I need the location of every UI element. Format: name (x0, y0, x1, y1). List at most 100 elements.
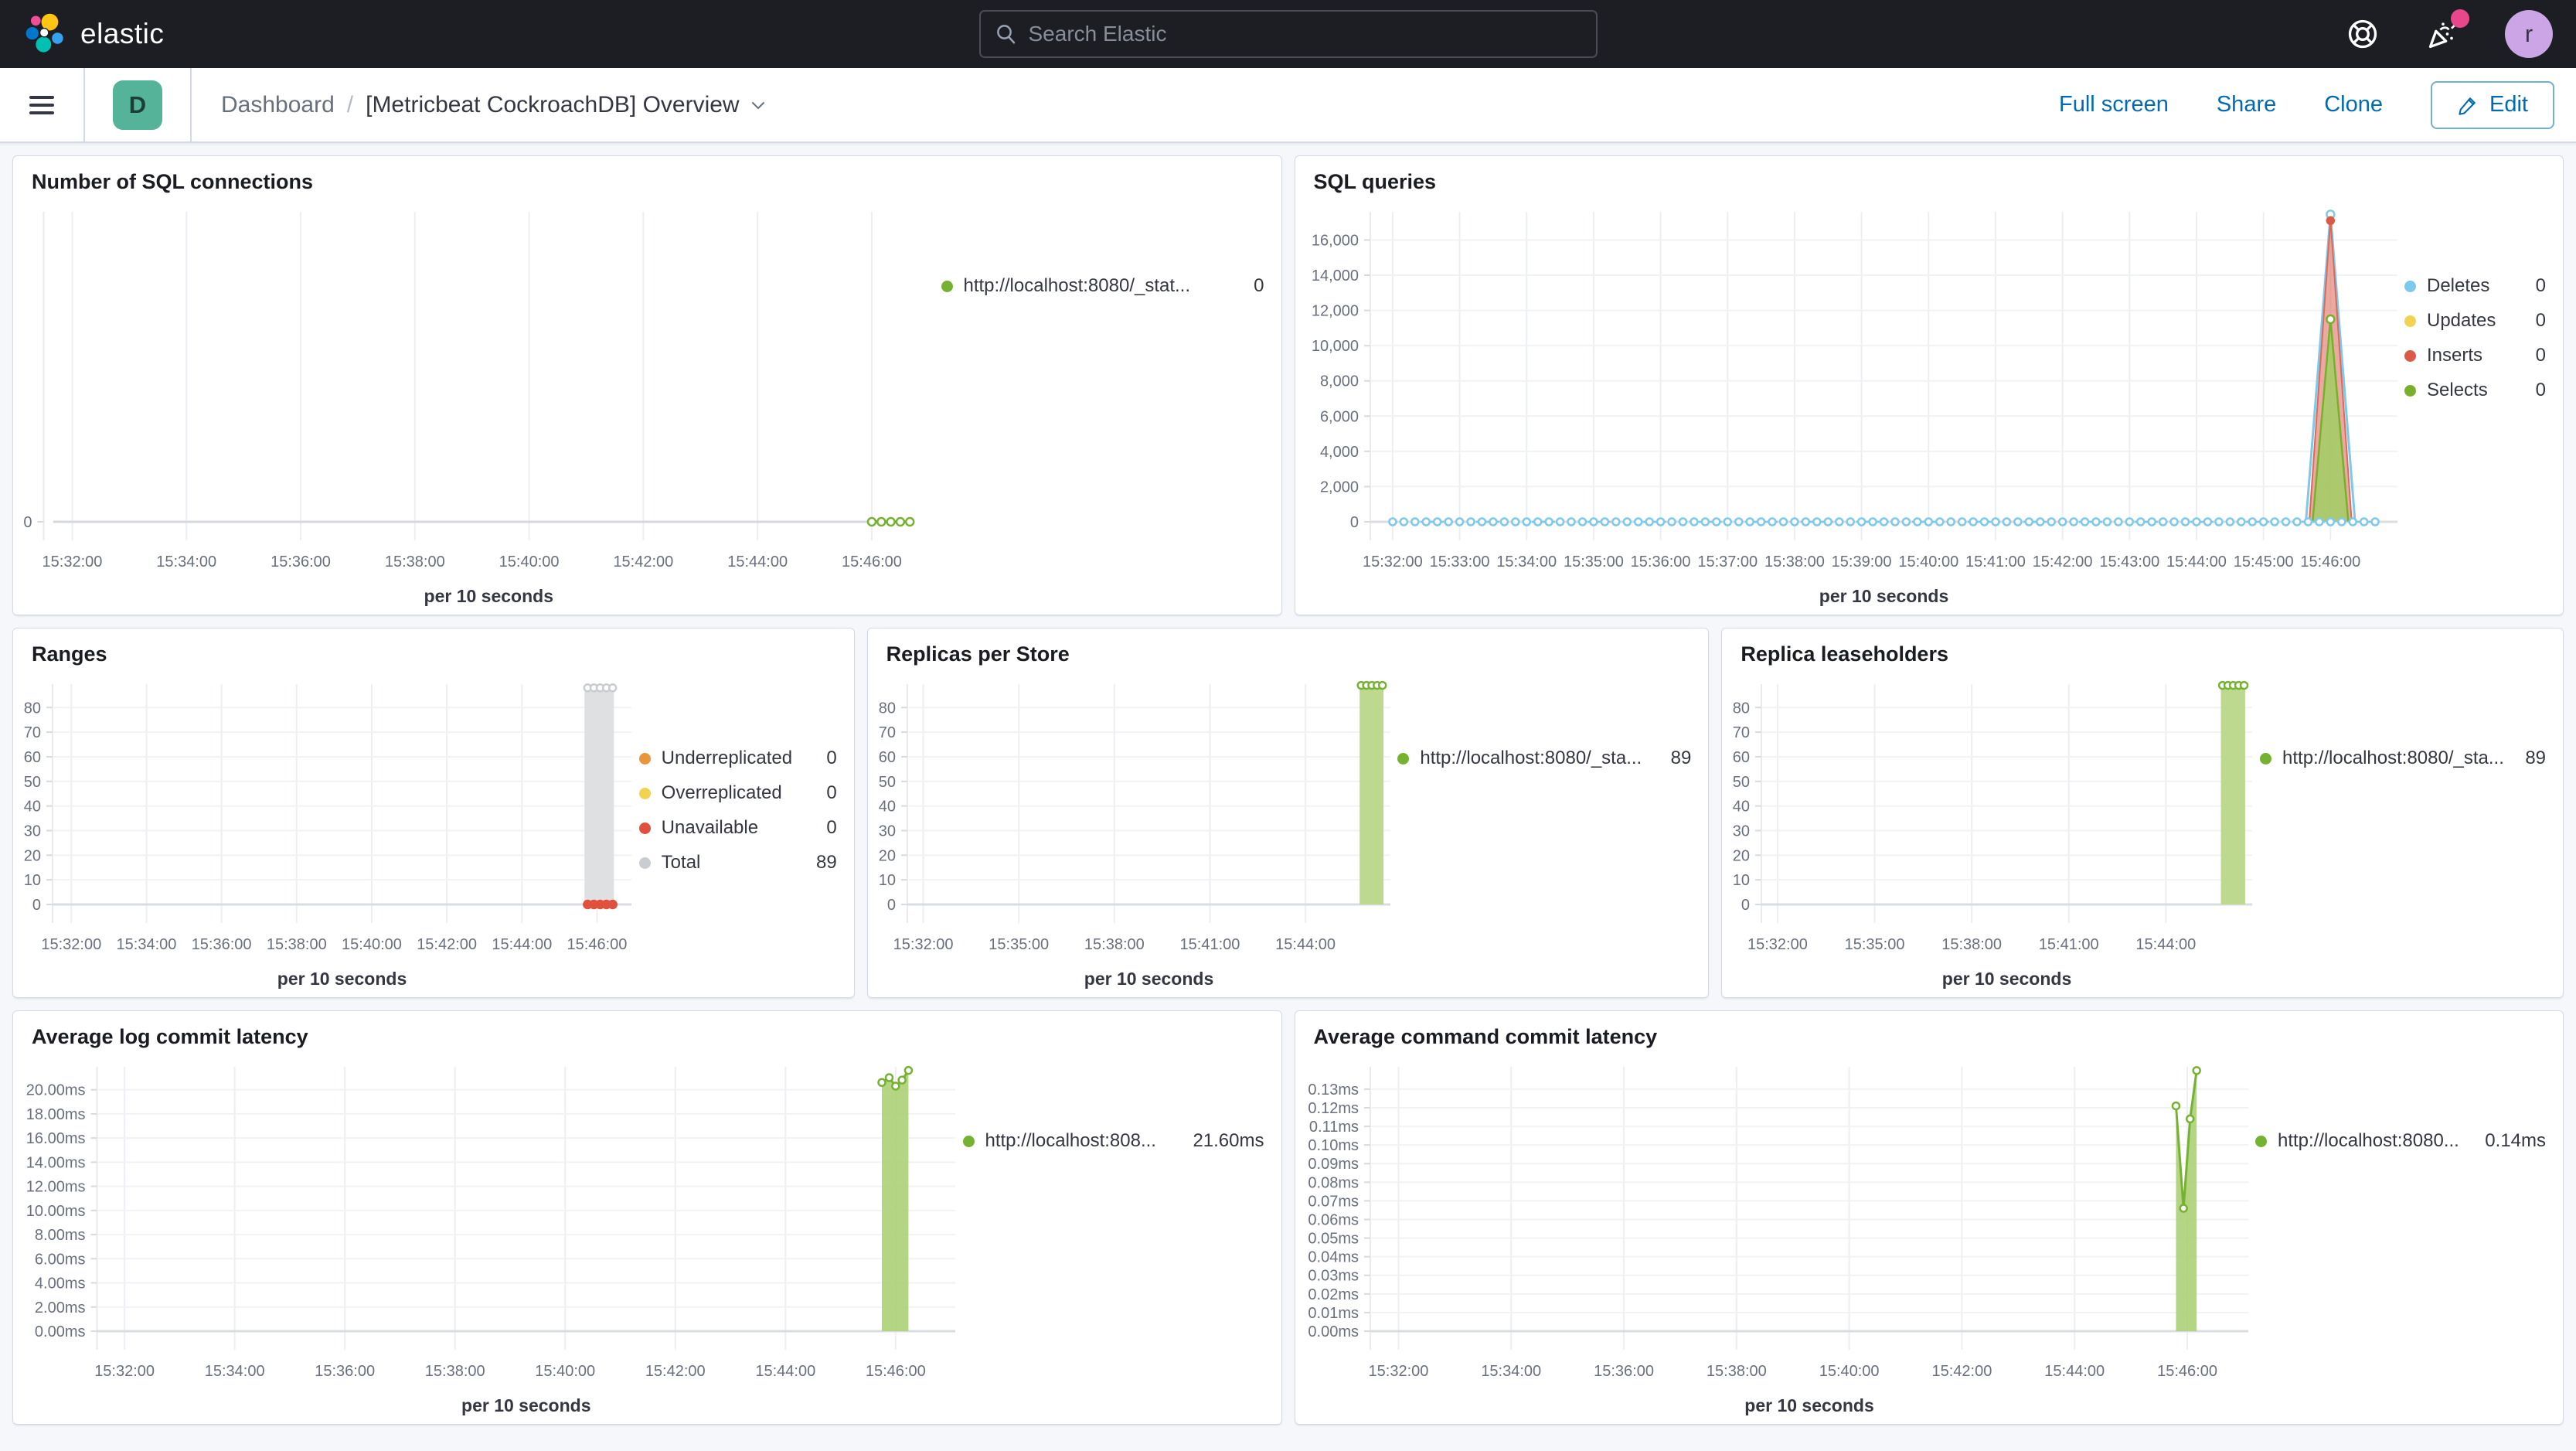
svg-text:15:35:00: 15:35:00 (989, 936, 1049, 953)
breadcrumb: Dashboard / [Metricbeat CockroachDB] Ove… (192, 68, 767, 141)
svg-text:15:46:00: 15:46:00 (2157, 1363, 2217, 1380)
legend-color-dot (638, 787, 651, 799)
legend-item[interactable]: http://localhost:8080/_sta... 89 (1397, 748, 1691, 769)
svg-text:15:32:00: 15:32:00 (41, 936, 101, 953)
legend-color-dot (2260, 752, 2272, 765)
chart-svg[interactable]: 0 10 20 30 40 50 60 70 80 15:32:00 15:35:00 15:38:0… (868, 673, 1398, 997)
panel-average-command-commit-latency: Average command commit latency 0.00ms 0.0… (1294, 1010, 2564, 1425)
chart-svg[interactable]: 0 10 20 30 40 50 60 70 80 15:32:00 15:34:00 15:36:0… (13, 673, 639, 997)
legend-item[interactable]: http://localhost:8080/_sta... 89 (2260, 748, 2546, 769)
chart-svg[interactable]: 0.00ms 2.00ms 4.00ms 6.00ms 8.00ms 10.00ms 12.… (13, 1056, 963, 1424)
legend-item[interactable]: Inserts 0 (2404, 345, 2546, 366)
notification-dot (2451, 9, 2469, 28)
svg-text:15:32:00: 15:32:00 (893, 936, 953, 953)
space-badge[interactable]: D (113, 80, 162, 130)
legend-item[interactable]: Total 89 (638, 852, 837, 874)
legend-item[interactable]: Deletes 0 (2404, 275, 2546, 297)
svg-text:40: 40 (1733, 799, 1750, 816)
edit-button[interactable]: Edit (2431, 80, 2554, 129)
legend-item[interactable]: Overreplicated 0 (638, 782, 837, 804)
clone-button[interactable]: Clone (2324, 92, 2384, 117)
legend-item[interactable]: Selects 0 (2404, 380, 2546, 401)
svg-text:per 10 seconds: per 10 seconds (1084, 969, 1213, 989)
legend-item[interactable]: Unavailable 0 (638, 817, 837, 839)
svg-text:70: 70 (24, 724, 41, 741)
legend-label: Updates (2427, 310, 2496, 331)
menu-button[interactable] (0, 68, 85, 141)
legend-color-dot (2404, 384, 2416, 397)
svg-text:15:36:00: 15:36:00 (315, 1363, 375, 1380)
svg-text:15:36:00: 15:36:00 (192, 936, 252, 953)
elastic-logo-icon (26, 13, 63, 53)
svg-text:15:32:00: 15:32:00 (1362, 553, 1422, 571)
svg-text:15:35:00: 15:35:00 (1563, 553, 1623, 571)
svg-text:15:40:00: 15:40:00 (342, 936, 402, 953)
chart-svg[interactable]: 0 15:32:00 15:34:00 15:36:00 15:38:00 15:40:0… (13, 201, 941, 615)
sql-connections-chart[interactable]: 0 15:32:00 15:34:00 15:36:00 15:38:00 15:40:0… (13, 201, 941, 615)
replica-leaseholders-chart[interactable]: 0 10 20 30 40 50 60 70 80 15:32:00 15:35:00 15:38:0… (1722, 673, 2260, 997)
svg-text:50: 50 (1733, 774, 1750, 791)
full-screen-button[interactable]: Full screen (2059, 92, 2169, 117)
search-input[interactable] (1028, 22, 1582, 46)
legend-item[interactable]: http://localhost:8080/_stat... 0 (941, 275, 1264, 297)
legend-color-dot (2404, 349, 2416, 362)
legend-item[interactable]: Underreplicated 0 (638, 748, 837, 769)
svg-text:40: 40 (24, 799, 41, 816)
user-avatar[interactable]: r (2505, 10, 2553, 58)
search-icon (996, 25, 1015, 44)
svg-text:per 10 seconds: per 10 seconds (424, 586, 553, 606)
svg-text:0.02ms: 0.02ms (1308, 1286, 1359, 1303)
svg-text:15:42:00: 15:42:00 (417, 936, 477, 953)
panel-number-of-sql-connections: Number of SQL connections 0 15:32:00 15:34… (12, 155, 1282, 615)
svg-text:15:46:00: 15:46:00 (866, 1363, 926, 1380)
svg-text:60: 60 (1733, 749, 1750, 766)
svg-text:15:34:00: 15:34:00 (1481, 1363, 1541, 1380)
svg-text:60: 60 (878, 749, 895, 766)
svg-text:60: 60 (24, 749, 41, 766)
svg-text:10,000: 10,000 (1311, 338, 1358, 355)
legend-label: Inserts (2427, 345, 2483, 366)
help-button[interactable] (2344, 15, 2381, 53)
svg-text:15:44:00: 15:44:00 (1275, 936, 1336, 953)
global-search[interactable] (978, 10, 1598, 58)
panel-title: SQL queries (1313, 170, 1437, 193)
chart-legend: http://localhost:808... 21.60ms (962, 1056, 1281, 1424)
panel-title: Ranges (32, 642, 107, 666)
page-title[interactable]: [Metricbeat CockroachDB] Overview (366, 92, 767, 118)
svg-text:0.12ms: 0.12ms (1308, 1100, 1359, 1117)
svg-text:70: 70 (878, 724, 895, 741)
chart-svg[interactable]: 0 10 20 30 40 50 60 70 80 15:32:00 15:35:00 15:38:0… (1722, 673, 2260, 997)
panel-title: Replica leaseholders (1741, 642, 1948, 666)
svg-text:15:40:00: 15:40:00 (1819, 1363, 1879, 1380)
space-selector[interactable]: D (85, 68, 192, 141)
legend-color-dot (638, 822, 651, 834)
sql-queries-chart[interactable]: 0 2,000 4,000 6,000 8,000 10,000 12,000 14,000 1… (1295, 201, 2405, 615)
svg-text:15:46:00: 15:46:00 (842, 553, 902, 571)
svg-text:4,000: 4,000 (1319, 444, 1358, 461)
ranges-chart[interactable]: 0 10 20 30 40 50 60 70 80 15:32:00 15:34:00 15:36:0… (13, 673, 639, 997)
svg-text:15:38:00: 15:38:00 (1706, 1363, 1766, 1380)
legend-item[interactable]: Updates 0 (2404, 310, 2546, 332)
panel-replica-leaseholders: Replica leaseholders 0 10 20 30 40 50 60 70 80 15… (1721, 628, 2564, 998)
legend-label: http://localhost:8080/_stat... (963, 275, 1191, 296)
svg-text:80: 80 (24, 700, 41, 717)
newsfeed-button[interactable] (2425, 9, 2469, 53)
svg-text:0.01ms: 0.01ms (1308, 1305, 1359, 1322)
svg-text:per 10 seconds: per 10 seconds (461, 1395, 590, 1415)
share-button[interactable]: Share (2216, 92, 2277, 117)
command-commit-latency-chart[interactable]: 0.00ms 0.01ms 0.02ms 0.03ms 0.04ms 0.05ms 0.06… (1295, 1056, 2256, 1424)
elastic-logo[interactable]: elastic (23, 12, 164, 56)
log-commit-latency-chart[interactable]: 0.00ms 2.00ms 4.00ms 6.00ms 8.00ms 10.00ms 12.… (13, 1056, 963, 1424)
legend-item[interactable]: http://localhost:8080... 0.14ms (2255, 1130, 2546, 1152)
panel-average-log-commit-latency: Average log commit latency 0.00ms 2.00ms 4… (12, 1010, 1282, 1425)
svg-text:per 10 seconds: per 10 seconds (1819, 586, 1948, 606)
legend-color-dot (962, 1135, 975, 1147)
svg-text:0.04ms: 0.04ms (1308, 1249, 1359, 1266)
legend-item[interactable]: http://localhost:808... 21.60ms (962, 1130, 1264, 1152)
breadcrumb-dashboard-link[interactable]: Dashboard (221, 91, 335, 118)
elastic-logo-text: elastic (80, 18, 165, 49)
replicas-per-store-chart[interactable]: 0 10 20 30 40 50 60 70 80 15:32:00 15:35:00 15:38:0… (868, 673, 1398, 997)
svg-text:15:38:00: 15:38:00 (385, 553, 445, 571)
chart-svg[interactable]: 0 2,000 4,000 6,000 8,000 10,000 12,000 14,000 1… (1295, 201, 2405, 615)
